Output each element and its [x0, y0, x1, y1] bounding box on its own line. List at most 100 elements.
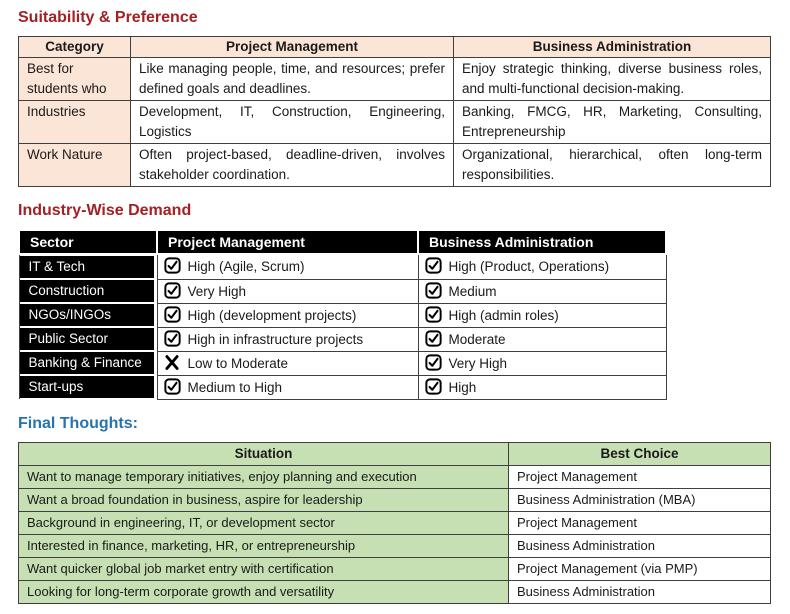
table-row: Industries Development, IT, Construction…	[18, 100, 771, 144]
x-mark-icon	[164, 354, 181, 371]
table-row: Want a broad foundation in business, asp…	[18, 487, 771, 512]
checkbox-checked-icon	[424, 353, 442, 371]
ba-cell: Enjoy strategic thinking, diverse busine…	[453, 57, 771, 101]
column-header-best-choice: Best Choice	[508, 441, 771, 466]
category-cell: Industries	[18, 100, 131, 144]
sector-cell: Construction	[18, 279, 157, 303]
demand-table-row: Banking & Finance Low to Moderate Very H…	[18, 350, 667, 376]
ba-demand-cell: High (Product, Operations)	[417, 253, 667, 280]
checkbox-checked-icon	[424, 305, 442, 323]
demand-table-row: Public Sector High in infrastructure pro…	[18, 326, 667, 352]
best-choice-cell: Project Management	[508, 510, 771, 535]
sector-label: Banking & Finance	[19, 352, 154, 374]
sector-cell: IT & Tech	[18, 254, 157, 279]
final-header-row: Situation Best Choice	[18, 441, 771, 466]
situation-cell: Want a broad foundation in business, asp…	[18, 487, 509, 512]
category-cell: Best for students who	[18, 57, 131, 101]
demand-table-row: Construction Very High Medium	[18, 278, 667, 304]
situation-cell: Want to manage temporary initiatives, en…	[18, 464, 509, 489]
situation-cell: Looking for long-term corporate growth a…	[18, 579, 509, 604]
table-row: Interested in finance, marketing, HR, or…	[18, 533, 771, 558]
checkbox-checked-icon	[424, 329, 442, 347]
table-row: Want quicker global job market entry wit…	[18, 556, 771, 581]
sector-label: Public Sector	[19, 328, 154, 350]
suitability-table: Category Project Management Business Adm…	[18, 36, 771, 187]
category-cell: Work Nature	[18, 143, 131, 187]
pm-demand-cell: Very High	[156, 278, 419, 304]
demand-text: High (Product, Operations)	[448, 259, 610, 275]
suitability-header-row: Category Project Management Business Adm…	[18, 36, 771, 58]
column-header-project-management: Project Management	[130, 36, 454, 58]
table-row: Work Nature Often project-based, deadlin…	[18, 143, 771, 187]
column-header-project-management: Project Management	[156, 229, 419, 255]
sector-cell: Banking & Finance	[18, 351, 157, 375]
pm-demand-cell: High in infrastructure projects	[156, 326, 419, 352]
demand-text: High in infrastructure projects	[187, 331, 364, 347]
best-choice-cell: Business Administration (MBA)	[508, 487, 771, 512]
demand-text: High (admin roles)	[448, 307, 559, 323]
sector-label: Start-ups	[19, 376, 154, 398]
situation-cell: Background in engineering, IT, or develo…	[18, 510, 509, 535]
checkbox-checked-icon	[424, 257, 442, 274]
checkbox-checked-icon	[424, 377, 442, 395]
best-choice-cell: Project Management (via PMP)	[508, 556, 771, 581]
demand-table-row: IT & Tech High (Agile, Scrum) High (Prod…	[18, 253, 667, 280]
ba-demand-cell: Very High	[417, 350, 667, 376]
demand-text: Medium to High	[187, 379, 283, 395]
pm-cell: Development, IT, Construction, Engineeri…	[130, 100, 454, 144]
pm-demand-cell: Low to Moderate	[156, 350, 419, 376]
pm-cell: Often project-based, deadline-driven, in…	[130, 143, 454, 187]
checkbox-checked-icon	[163, 257, 181, 274]
table-row: Want to manage temporary initiatives, en…	[18, 464, 771, 489]
ba-demand-cell: Medium	[417, 278, 667, 304]
demand-text: Low to Moderate	[187, 355, 289, 371]
final-thoughts-table: Situation Best Choice Want to manage tem…	[18, 441, 771, 604]
pm-demand-cell: High (development projects)	[156, 302, 419, 328]
checkbox-checked-icon	[424, 281, 442, 299]
column-header-sector: Sector	[18, 229, 158, 255]
section-title-final-thoughts: Final Thoughts:	[18, 414, 138, 432]
best-choice-cell: Business Administration	[508, 579, 771, 604]
ba-demand-cell: High (admin roles)	[417, 302, 667, 328]
column-header-business-administration: Business Administration	[417, 229, 667, 255]
sector-label: IT & Tech	[19, 256, 154, 278]
sector-label: NGOs/INGOs	[19, 304, 154, 326]
table-row: Looking for long-term corporate growth a…	[18, 579, 771, 604]
situation-cell: Interested in finance, marketing, HR, or…	[18, 533, 509, 558]
sector-cell: Start-ups	[18, 375, 157, 399]
demand-header-row: Sector Project Management Business Admin…	[18, 229, 667, 255]
pm-demand-cell: Medium to High	[156, 374, 419, 400]
ba-demand-cell: High	[417, 374, 667, 400]
demand-text: High (Agile, Scrum)	[187, 259, 305, 275]
column-header-business-administration: Business Administration	[453, 36, 771, 58]
checkbox-checked-icon	[163, 281, 181, 299]
section-title-suitability: Suitability & Preference	[18, 9, 198, 26]
demand-text: Moderate	[448, 331, 506, 347]
checkbox-checked-icon	[163, 377, 181, 395]
pm-demand-cell: High (Agile, Scrum)	[156, 253, 419, 280]
ba-cell: Organizational, hierarchical, often long…	[453, 143, 771, 187]
best-choice-cell: Business Administration	[508, 533, 771, 558]
ba-demand-cell: Moderate	[417, 326, 667, 352]
situation-cell: Want quicker global job market entry wit…	[18, 556, 509, 581]
demand-text: Very High	[448, 355, 508, 371]
sector-label: Construction	[19, 280, 154, 302]
section-title-industry-demand: Industry-Wise Demand	[18, 202, 192, 219]
industry-demand-table: Sector Project Management Business Admin…	[18, 229, 667, 400]
demand-text: Medium	[448, 283, 497, 299]
sector-cell: NGOs/INGOs	[18, 303, 157, 327]
demand-text: High (development projects)	[187, 307, 357, 323]
demand-table-row: Start-ups Medium to High High	[18, 374, 667, 400]
table-row: Best for students who Like managing peop…	[18, 57, 771, 101]
checkbox-checked-icon	[163, 305, 181, 323]
ba-cell: Banking, FMCG, HR, Marketing, Consulting…	[453, 100, 771, 144]
table-row: Background in engineering, IT, or develo…	[18, 510, 771, 535]
column-header-category: Category	[18, 36, 131, 58]
best-choice-cell: Project Management	[508, 464, 771, 489]
checkbox-checked-icon	[163, 329, 181, 347]
pm-cell: Like managing people, time, and resource…	[130, 57, 454, 101]
demand-table-row: NGOs/INGOs High (development projects) H…	[18, 302, 667, 328]
column-header-situation: Situation	[18, 441, 509, 466]
demand-text: Very High	[187, 283, 247, 299]
